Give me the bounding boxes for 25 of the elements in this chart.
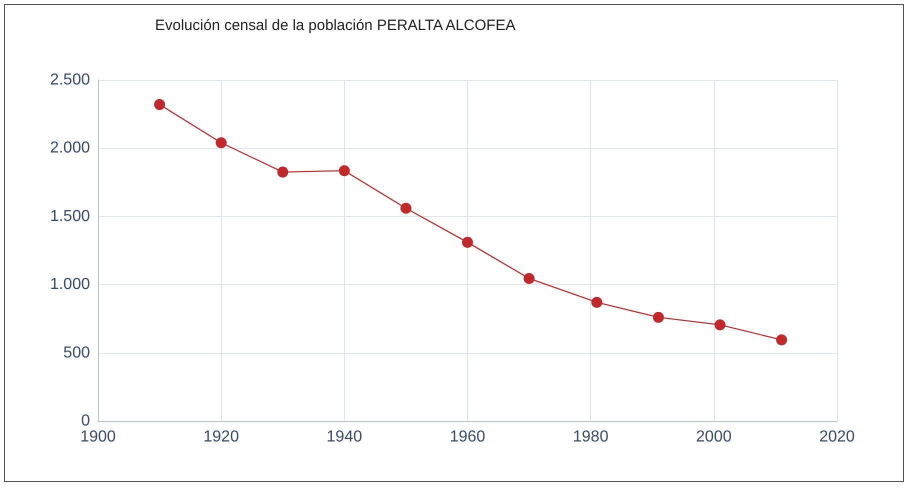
y-tick-label: 2.000 <box>50 140 90 157</box>
x-tick-label: 1980 <box>572 428 609 446</box>
point <box>154 99 166 110</box>
point <box>400 202 412 214</box>
y-tick-label: 500 <box>63 344 90 362</box>
point <box>591 296 602 308</box>
x-tick-label: 1960 <box>450 428 486 446</box>
point <box>277 166 288 178</box>
y-tick-label: 2.500 <box>50 72 90 88</box>
point <box>524 272 535 284</box>
point <box>776 334 788 346</box>
x-tick-label: 1920 <box>203 428 240 446</box>
x-tick-label: 2000 <box>696 428 732 446</box>
point <box>338 165 350 176</box>
y-tick-label: 1.000 <box>50 276 90 294</box>
x-tick-label: 1900 <box>80 428 116 446</box>
x-tick-label: 2020 <box>819 428 855 446</box>
point <box>714 319 726 330</box>
y-tick-label: 0 <box>81 412 90 430</box>
y-tick-label: 1.500 <box>50 208 90 225</box>
point <box>462 236 473 248</box>
point <box>652 312 664 323</box>
x-tick-label: 1940 <box>326 428 362 446</box>
chart-title: Evolución censal de la población PERALTA ALCOFEA <box>155 17 516 34</box>
point <box>216 137 227 148</box>
